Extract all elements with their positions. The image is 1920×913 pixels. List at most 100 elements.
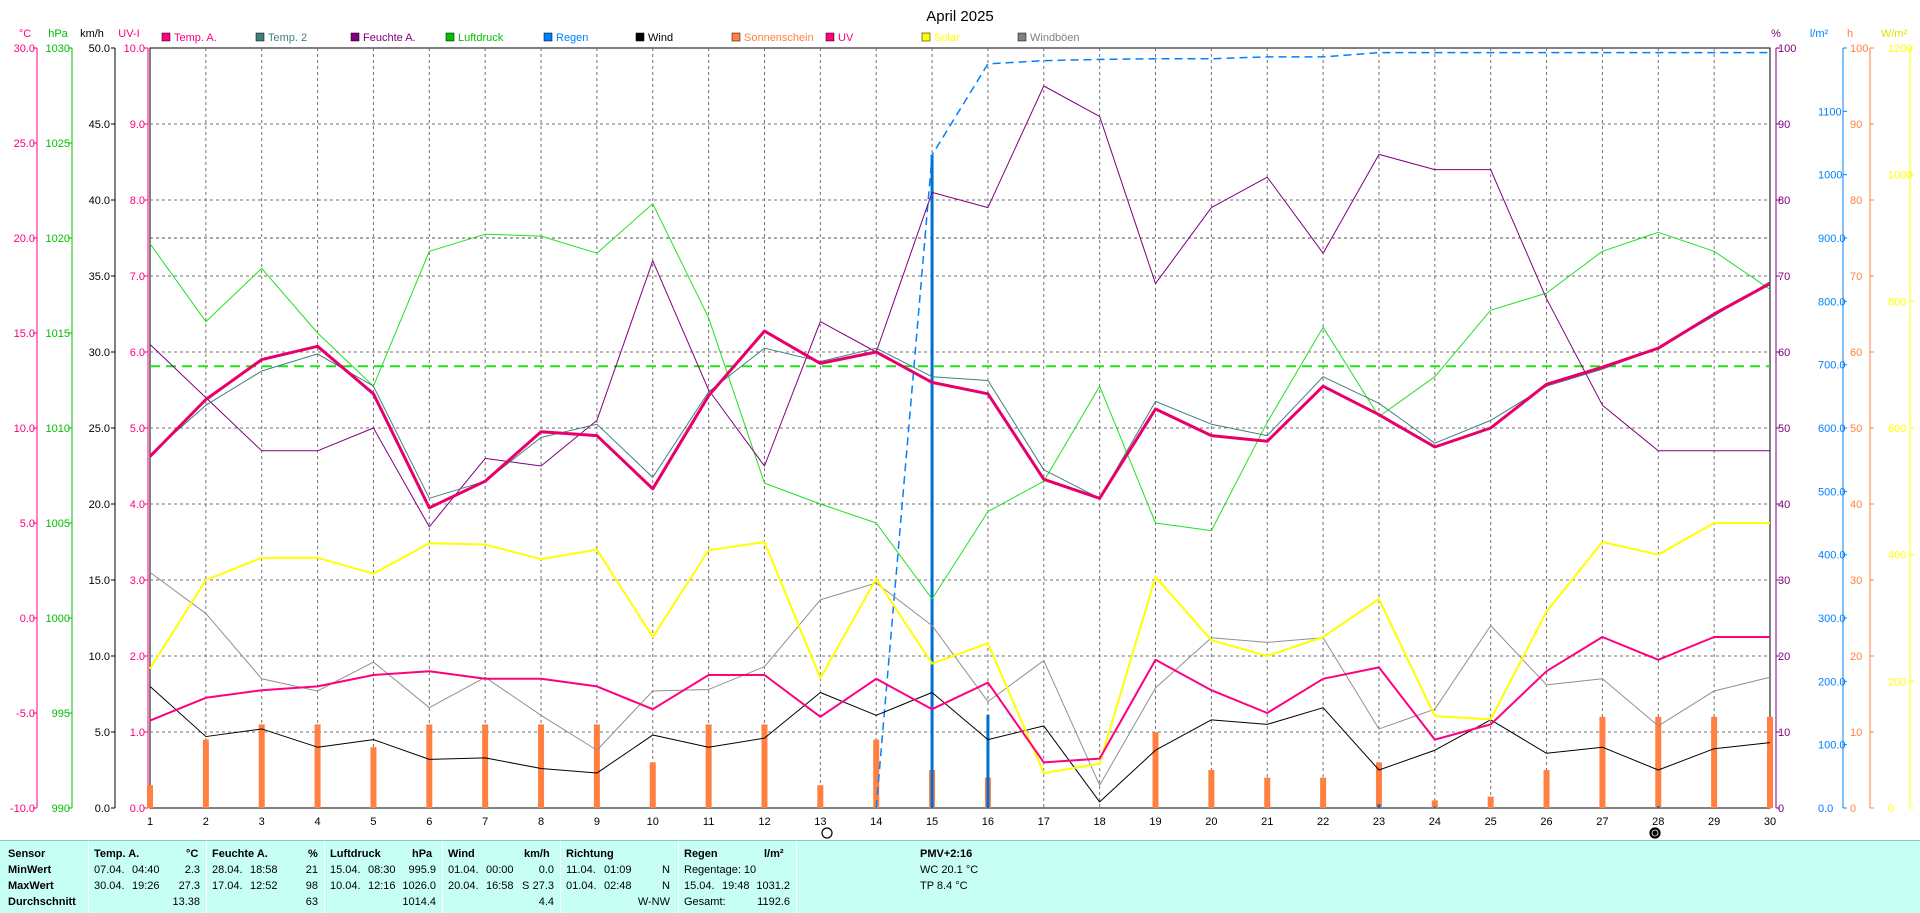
legend-label: Feuchte A. [363, 32, 416, 44]
wind-header: Wind [448, 848, 475, 860]
rain-tick-label: 1100 [1818, 106, 1842, 118]
hum-tick-label: 80 [1778, 195, 1790, 207]
press-min-date: 15.04. [330, 864, 361, 876]
series-feuchte-a--line [149, 85, 1770, 528]
x-tick-label: 3 [259, 816, 265, 828]
sunshine-bar [370, 747, 377, 808]
wind-tick-label: 25.0 [89, 423, 110, 435]
press-tick-label: 990 [52, 803, 70, 815]
legend-label: UV [838, 32, 854, 44]
sunshine-bar [593, 724, 600, 808]
x-tick-label: 10 [647, 816, 659, 828]
dew-point: TP 8.4 °C [920, 880, 968, 892]
legend-swatch [161, 32, 171, 42]
rain-series [875, 51, 1770, 809]
temp-max-time: 19:26 [132, 880, 160, 892]
temp-tick-label: 20.0 [14, 233, 35, 245]
press-tick-label: 1025 [46, 138, 70, 150]
x-tick-label: 16 [982, 816, 994, 828]
sunshine-bar [426, 724, 433, 808]
sun-tick-label: 0 [1850, 803, 1856, 815]
legend-swatch [635, 32, 645, 42]
chart-background [0, 0, 1920, 840]
legend-label: Temp. A. [174, 32, 217, 44]
wind-tick-label: 35.0 [89, 271, 110, 283]
solar-tick-label: 400 [1888, 550, 1906, 562]
x-tick-label: 1 [147, 816, 153, 828]
rain-max-time: 19:48 [722, 880, 750, 892]
solar-tick-label: 1000 [1888, 170, 1912, 182]
press-tick-label: 1005 [46, 518, 70, 530]
rain-tick-label: 800.0 [1818, 296, 1846, 308]
series-wind-line [149, 686, 1771, 803]
axis-units: °C hPa km/h UV-I% l/m² h W/m² [19, 28, 1908, 40]
x-tick-label: 4 [315, 816, 321, 828]
series-windb-en-line [149, 571, 1771, 786]
solar-unit-label: W/m² [1881, 28, 1908, 40]
series-luftdruck-line [149, 203, 1771, 600]
temp-tick-label: 15.0 [14, 328, 35, 340]
press-tick-label: 1000 [46, 613, 70, 625]
hum-tick-label: 20 [1778, 651, 1790, 663]
wind-tick-label: 40.0 [89, 195, 110, 207]
temp-avg: 13.38 [172, 896, 200, 908]
solar-tick-label: 800 [1888, 296, 1906, 308]
rain-unit-label: l/m² [1810, 28, 1829, 40]
rain-max: 1031.2 [756, 880, 790, 892]
hum-tick-label: 90 [1778, 119, 1790, 131]
series-uv-line [149, 636, 1770, 764]
x-tick-label: 21 [1261, 816, 1273, 828]
wind-unit: km/h [524, 848, 550, 860]
hum-min: 21 [305, 864, 318, 876]
temp-unit-label: °C [19, 28, 31, 40]
x-tick-label: 6 [426, 816, 432, 828]
hum-tick-label: 70 [1778, 271, 1790, 283]
hum-tick-label: 10 [1778, 727, 1790, 739]
legend-label: Temp. 2 [268, 32, 307, 44]
rain-tick-label: 300.0 [1818, 613, 1846, 625]
x-tick-label: 30 [1764, 816, 1776, 828]
press-max-time: 12:16 [368, 880, 396, 892]
hum-tick-label: 50 [1778, 423, 1790, 435]
hum-tick-label: 40 [1778, 499, 1790, 511]
sun-tick-label: 70 [1850, 271, 1862, 283]
dir-max-time: 02:48 [604, 880, 632, 892]
wind-max-dir: S [522, 880, 530, 892]
x-tick-label: 14 [870, 816, 882, 828]
x-tick-label: 15 [926, 816, 938, 828]
press-tick-label: 1030 [46, 43, 70, 55]
uv-tick-label: 3.0 [130, 575, 145, 587]
sunshine-bar [1767, 716, 1773, 808]
wind-chill: WC 20.1 °C [920, 864, 979, 876]
sunshine-bars [147, 716, 1773, 808]
sun-unit-label: h [1847, 28, 1853, 40]
solar-tick-label: 0 [1888, 803, 1894, 815]
sunshine-bar [1431, 800, 1438, 808]
temp-tick-label: 30.0 [14, 43, 35, 55]
full-moon-icon [1649, 827, 1661, 839]
hum-max: 98 [305, 880, 318, 892]
sun-tick-label: 50 [1850, 423, 1862, 435]
rain-tick-label: 100.0 [1818, 740, 1846, 752]
legend-label: Solar [934, 32, 960, 44]
dir-max-date: 01.04. [566, 880, 597, 892]
sun-tick-label: 10 [1850, 727, 1862, 739]
rain-cumulative-line [875, 51, 1770, 809]
dir-avg: W-NW [637, 896, 670, 908]
x-tick-label: 17 [1038, 816, 1050, 828]
series-temp-2-line [149, 281, 1771, 499]
sun-tick-label: 30 [1850, 575, 1862, 587]
uv-tick-label: 10.0 [124, 43, 145, 55]
press-min-time: 08:30 [368, 864, 396, 876]
x-tick-label: 23 [1373, 816, 1385, 828]
press-unit-label: hPa [48, 28, 68, 40]
sunshine-bar [1320, 777, 1327, 808]
wind-tick-label: 10.0 [89, 651, 110, 663]
hum-tick-label: 0 [1778, 803, 1784, 815]
legend: Temp. A. Temp. 2 Feuchte A. Luftdruck Regen W… [161, 32, 1080, 44]
wind-tick-label: 5.0 [95, 727, 110, 739]
temp-tick-label: 0.0 [20, 613, 35, 625]
hum-max-date: 17.04. [212, 880, 243, 892]
wind-max-time: 16:58 [486, 880, 514, 892]
temp-max-date: 30.04. [94, 880, 125, 892]
